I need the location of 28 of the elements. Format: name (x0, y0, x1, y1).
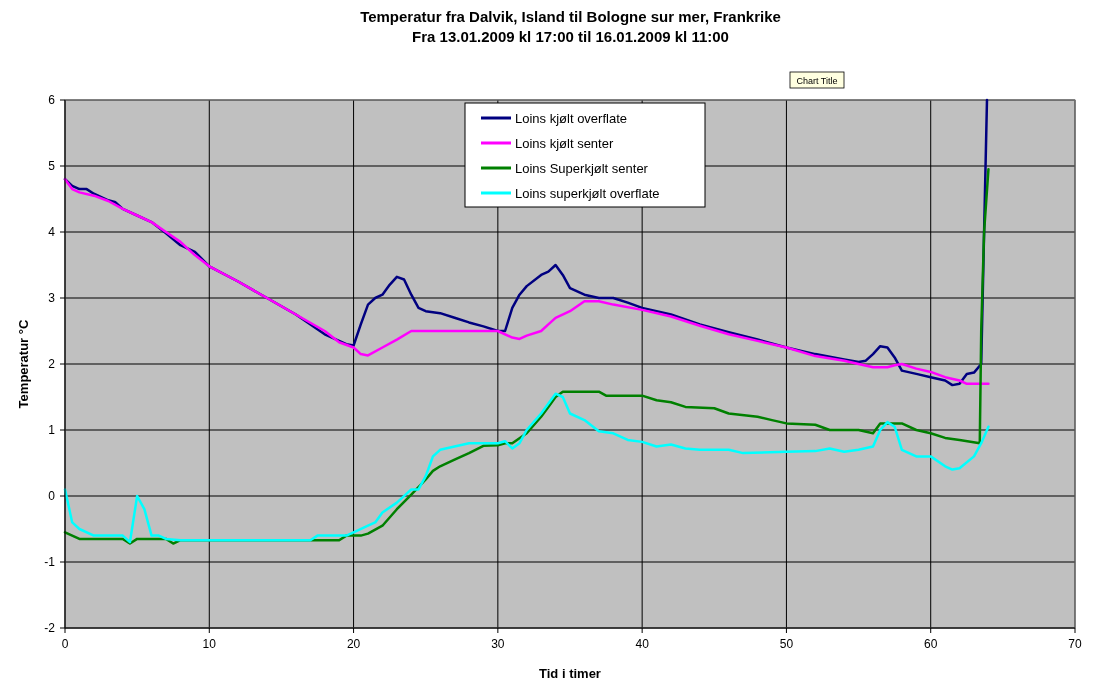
x-tick-label: 20 (346, 637, 361, 651)
legend-label: Loins kjølt senter (515, 136, 614, 151)
y-tick-label: 1 (48, 423, 56, 437)
x-tick-label: 50 (779, 637, 794, 651)
x-tick-label: 60 (924, 637, 938, 651)
y-tick-label: -2 (44, 621, 56, 635)
legend-label: Loins superkjølt overflate (515, 186, 660, 201)
y-tick-label: 5 (48, 159, 56, 173)
text: Chart Title (796, 76, 838, 86)
y-tick-label: 0 (48, 489, 56, 503)
x-axis-title: Tid i timer (539, 666, 601, 681)
y-tick-label: 4 (48, 225, 56, 239)
line-series (63, 392, 990, 544)
x-tick-label: 30 (491, 637, 505, 651)
legend-label: Loins kjølt overflate (515, 111, 627, 126)
y-tick-label: 2 (48, 357, 56, 371)
chart-title: Temperatur fra Dalvik, Island til Bologne sur mer, Frankrike (360, 8, 781, 25)
x-tick-label: 70 (1068, 637, 1082, 651)
y-tick-label: -1 (44, 555, 56, 569)
x-tick-label: 0 (61, 637, 69, 651)
x-tick-label: 10 (202, 637, 217, 651)
line-series (63, 177, 990, 386)
legend-label: Loins Superkjølt senter (515, 161, 649, 176)
y-axis-title: Temperatur °C (16, 319, 31, 409)
chart-subtitle: Fra 13.01.2009 kl 17:00 til 16.01.2009 kl 11:00 (412, 28, 729, 45)
x-tick-label: 40 (635, 637, 650, 651)
y-tick-label: 3 (48, 291, 56, 305)
y-tick-label: 6 (48, 93, 56, 107)
